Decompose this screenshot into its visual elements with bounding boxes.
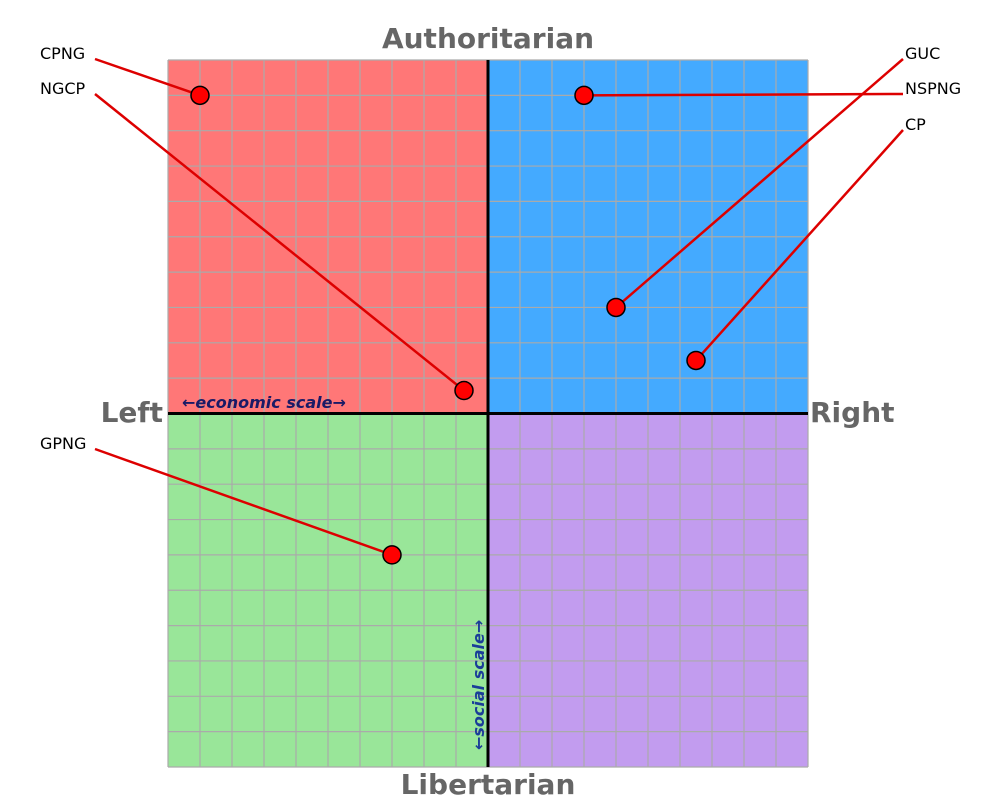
leader-line-gpng — [94, 447, 393, 557]
point-label-cpng: CPNG — [40, 44, 85, 63]
point-nspng — [574, 85, 594, 106]
point-ngcp — [454, 380, 474, 401]
point-cpng — [190, 85, 210, 106]
leader-line-guc — [615, 58, 904, 309]
point-label-ngcp: NGCP — [40, 79, 86, 98]
point-label-gpng: GPNG — [40, 434, 86, 453]
economic-scale-label: ←economic scale→ — [182, 393, 346, 412]
leader-line-nspng — [583, 92, 904, 97]
point-label-nspng: NSPNG — [905, 79, 961, 98]
axis-title-bottom: Libertarian — [401, 768, 576, 801]
axis-title-right: Right — [810, 396, 895, 429]
leader-line-cp — [695, 129, 904, 362]
point-label-guc: GUC — [905, 44, 940, 63]
leader-line-ngcp — [94, 93, 465, 392]
axis-title-top: Authoritarian — [382, 22, 594, 55]
social-scale-label: ←social scale→ — [469, 620, 488, 750]
point-cp — [686, 350, 706, 371]
point-gpng — [382, 545, 402, 565]
axis-title-left: Left — [101, 396, 163, 429]
point-label-cp: CP — [905, 115, 926, 134]
point-guc — [606, 297, 626, 318]
leader-line-cpng — [94, 57, 201, 97]
